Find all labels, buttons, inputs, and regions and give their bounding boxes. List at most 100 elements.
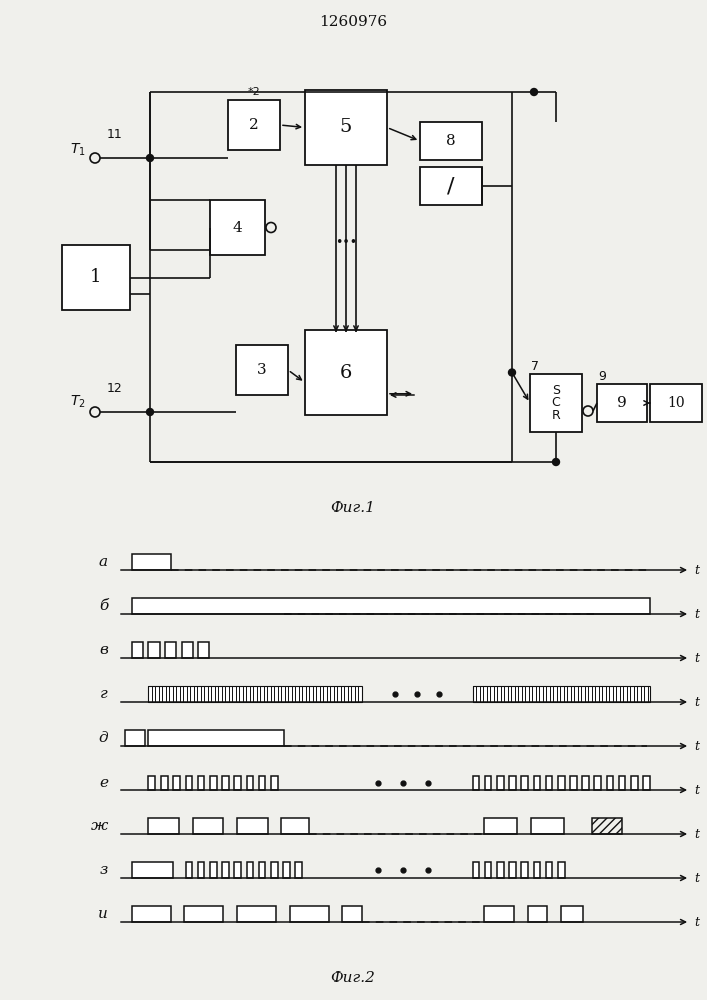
Bar: [148, 642, 160, 658]
Text: 3: 3: [257, 363, 267, 377]
Bar: [210, 200, 265, 255]
Text: t: t: [694, 740, 699, 752]
Bar: [132, 598, 650, 614]
Text: 9: 9: [598, 369, 606, 382]
Bar: [546, 862, 552, 878]
Bar: [534, 776, 540, 790]
Text: •••: •••: [335, 236, 357, 249]
Bar: [281, 818, 309, 834]
Bar: [595, 776, 601, 790]
Text: 1: 1: [90, 268, 102, 286]
Bar: [236, 345, 288, 395]
Bar: [132, 906, 170, 922]
Bar: [607, 776, 613, 790]
Bar: [148, 730, 284, 746]
Text: 4: 4: [233, 221, 243, 234]
Bar: [420, 167, 482, 205]
Bar: [148, 776, 155, 790]
Bar: [531, 818, 564, 834]
Bar: [420, 122, 482, 160]
Text: S: S: [552, 384, 560, 397]
Bar: [185, 906, 223, 922]
Text: 12: 12: [107, 381, 123, 394]
Text: 6: 6: [340, 363, 352, 381]
Bar: [161, 776, 168, 790]
Text: в: в: [99, 643, 108, 657]
Bar: [186, 776, 192, 790]
Bar: [472, 862, 479, 878]
Text: t: t: [694, 652, 699, 664]
Bar: [198, 776, 204, 790]
Bar: [592, 818, 622, 834]
Text: з: з: [100, 863, 108, 877]
Text: $T_1$: $T_1$: [70, 142, 86, 158]
Bar: [210, 776, 216, 790]
Bar: [305, 90, 387, 165]
Bar: [631, 776, 638, 790]
Text: 1260976: 1260976: [319, 15, 387, 29]
Bar: [210, 862, 216, 878]
Bar: [583, 776, 589, 790]
Bar: [222, 862, 229, 878]
Text: 11: 11: [107, 128, 123, 141]
Bar: [148, 818, 179, 834]
Circle shape: [508, 369, 515, 376]
Bar: [472, 776, 479, 790]
Bar: [132, 642, 144, 658]
Bar: [558, 862, 564, 878]
Bar: [509, 862, 516, 878]
Bar: [497, 862, 503, 878]
Text: C: C: [551, 396, 561, 410]
Text: б: б: [99, 599, 108, 613]
Bar: [165, 642, 176, 658]
Bar: [132, 554, 170, 570]
Bar: [296, 862, 302, 878]
Bar: [228, 100, 280, 150]
Text: t: t: [694, 828, 699, 840]
Bar: [528, 906, 547, 922]
Bar: [472, 686, 650, 702]
Text: t: t: [694, 607, 699, 620]
Text: t: t: [694, 916, 699, 928]
Text: *2: *2: [247, 87, 260, 97]
Bar: [342, 906, 362, 922]
Text: 2: 2: [249, 118, 259, 132]
Bar: [484, 818, 517, 834]
Bar: [619, 776, 626, 790]
Bar: [534, 862, 540, 878]
Bar: [546, 776, 552, 790]
Bar: [570, 776, 577, 790]
Text: 9: 9: [617, 396, 627, 410]
Bar: [199, 642, 209, 658]
Text: и: и: [98, 907, 108, 921]
Text: R: R: [551, 409, 561, 422]
Bar: [271, 776, 278, 790]
Text: ж: ж: [90, 819, 108, 833]
Bar: [247, 862, 253, 878]
Bar: [182, 642, 193, 658]
Bar: [62, 245, 130, 310]
Bar: [222, 776, 229, 790]
Bar: [193, 818, 223, 834]
Bar: [271, 862, 278, 878]
Bar: [558, 776, 564, 790]
Bar: [509, 776, 516, 790]
Text: t: t: [694, 784, 699, 796]
Bar: [132, 862, 173, 878]
Bar: [173, 776, 180, 790]
Text: 7: 7: [531, 360, 539, 372]
Text: г: г: [100, 687, 108, 701]
Text: д: д: [98, 731, 108, 745]
Text: t: t: [694, 564, 699, 576]
Bar: [259, 776, 265, 790]
Bar: [148, 686, 362, 702]
Text: t: t: [694, 871, 699, 884]
Text: 10: 10: [667, 396, 685, 410]
Circle shape: [552, 458, 559, 466]
Bar: [597, 384, 647, 422]
Bar: [643, 776, 650, 790]
Bar: [290, 906, 329, 922]
Circle shape: [530, 89, 537, 96]
Circle shape: [146, 154, 153, 161]
Text: Фиг.1: Фиг.1: [331, 501, 375, 515]
